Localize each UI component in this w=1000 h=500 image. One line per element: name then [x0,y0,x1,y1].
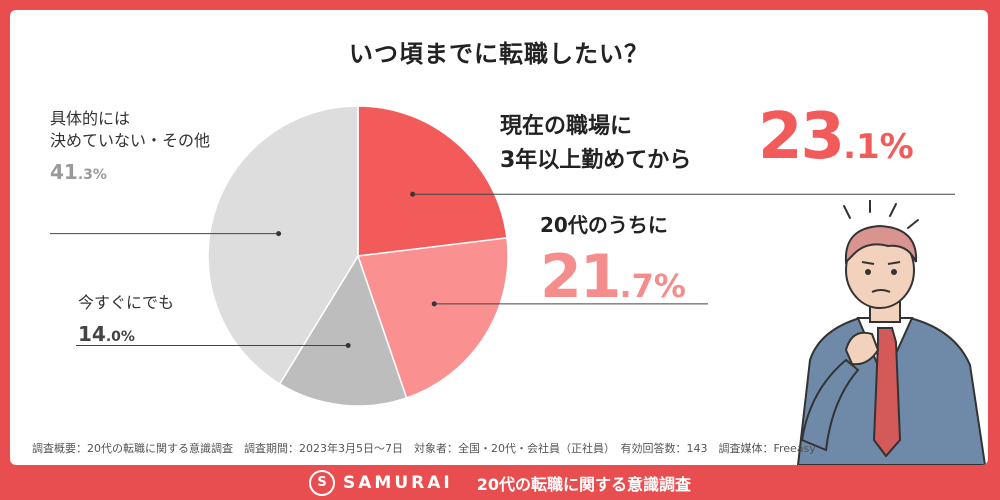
slice-pct-in-20s: 21.7% [540,242,686,312]
slice-label-current-job: 現在の職場に 3年以上勤めてから [500,114,692,173]
footer-title: 20代の転職に関する意識調査 [476,474,691,494]
worried-businessman-illustration [796,200,987,465]
slice-pct-undecided: 41.3% [50,160,107,184]
slice-label-undecided: 具体的には 決めていない・その他 [50,109,211,150]
pie-slice-current-job [357,105,508,257]
slice-label-right-now: 今すぐにでも [78,293,175,312]
slice-label-in-20s: 20代のうちに [540,213,668,237]
slice-pct-right-now: 14.0% [78,322,135,346]
slice-pct-current-job: 23.1% [758,100,914,174]
survey-footnote: 調査概要：20代の転職に関する意識調査 調査期間：2023年3月5日〜7日 対象… [32,442,816,455]
samurai-logo-icon: S [309,469,335,496]
pie-slice-in-20s [356,237,509,399]
pie-chart [50,105,955,407]
infographic-card: いつ頃までに転職したい？ 現在の職場に 3年以上勤めてから 23.1% 20代の… [10,10,988,465]
samurai-logo: S SAMURAI [309,469,453,496]
chart-title: いつ頃までに転職したい？ [339,34,659,69]
footer-bar: S SAMURAI 20代の転職に関する意識調査 [0,465,1000,500]
pie-slice-right-now [278,254,408,407]
pie-slice-undecided [207,105,359,385]
